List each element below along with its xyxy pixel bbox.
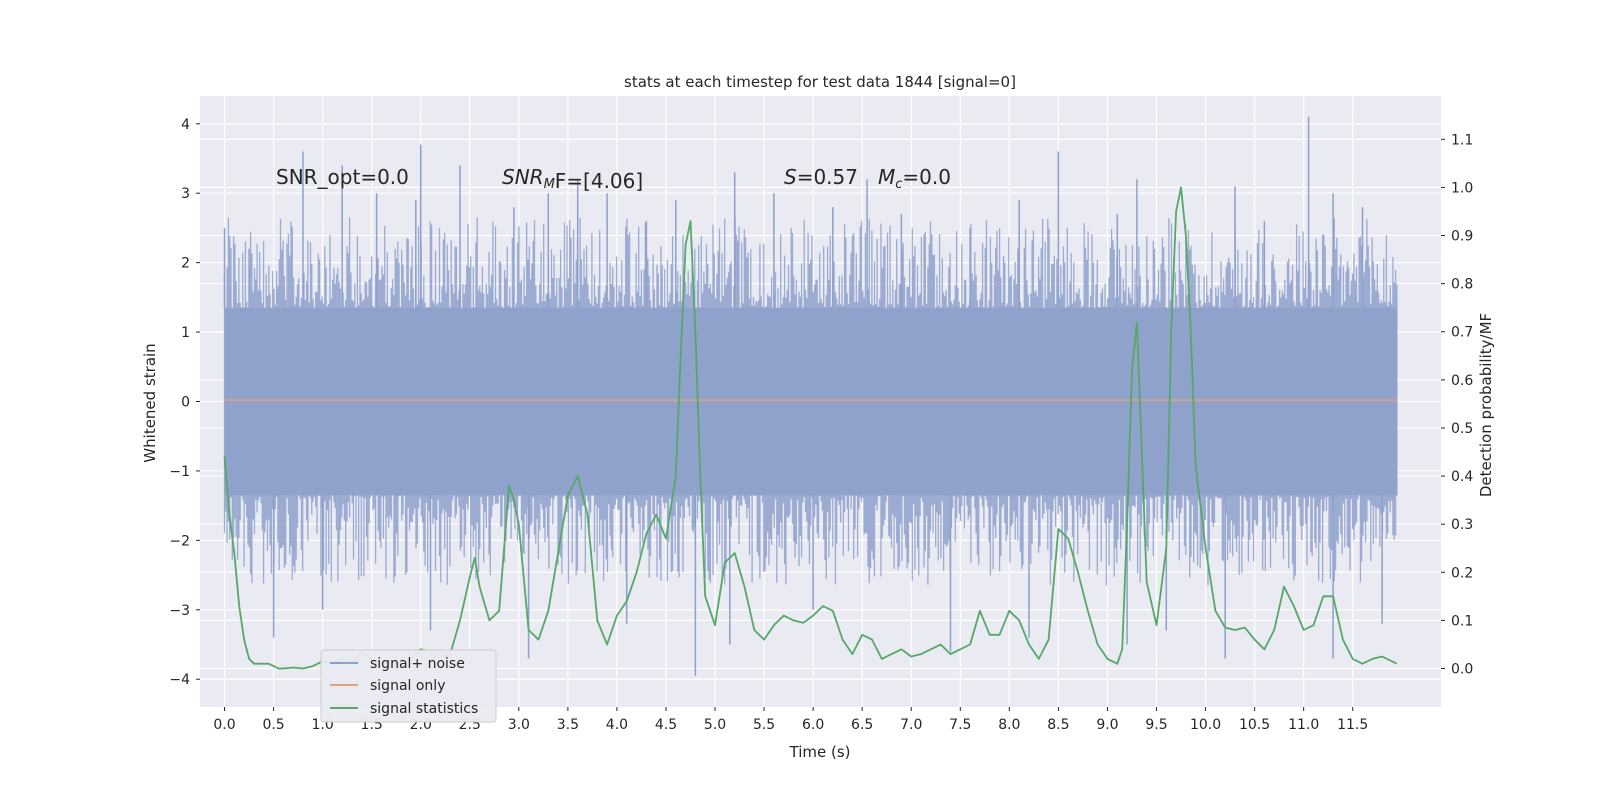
x-tick-label: 8.0 <box>998 717 1020 733</box>
x-tick-label: 5.5 <box>753 717 775 733</box>
x-tick-label: 9.5 <box>1145 717 1167 733</box>
noise-spikes <box>223 217 1398 586</box>
y2-tick-label: 0.5 <box>1451 421 1473 437</box>
y2-tick-label: 1.1 <box>1451 132 1473 148</box>
annotation-mc: Mc=0.0 <box>878 165 951 192</box>
annotation-mc-value: =0.0 <box>902 165 951 189</box>
y2-tick-label: 1.0 <box>1451 180 1473 196</box>
annotation-snr-mf-main: SNR <box>502 165 544 189</box>
y2-tick-label: 0.8 <box>1451 277 1473 293</box>
annotation-s-value: =0.57 <box>797 165 858 189</box>
y-tick-label: 0 <box>181 395 190 411</box>
annotation-mc-label: M <box>878 165 895 189</box>
legend-label-signal: signal only <box>370 678 445 694</box>
x-tick-label: 0.5 <box>262 717 284 733</box>
chart-title: stats at each timestep for test data 184… <box>624 73 1016 91</box>
annotation-s-label: S <box>784 165 797 189</box>
annotation-s: S=0.57 <box>784 165 858 189</box>
x-tick-label: 0.0 <box>213 717 235 733</box>
x-tick-label: 7.0 <box>900 717 922 733</box>
annotation-snr-opt: SNR_opt=0.0 <box>276 165 409 189</box>
y-tick-label: −4 <box>169 672 190 688</box>
noise-extreme-spikes <box>223 116 1383 676</box>
x-axis-label: Time (s) <box>789 743 851 761</box>
annotation-snr-mf-rest: F=[4.06] <box>555 169 643 193</box>
x-tick-label: 9.0 <box>1096 717 1118 733</box>
annotation-mc-sub: c <box>895 177 902 192</box>
x-tick-label: 3.5 <box>557 717 579 733</box>
x-tick-label: 5.0 <box>704 717 726 733</box>
x-tick-label: 6.0 <box>802 717 824 733</box>
x-tick-label: 10.0 <box>1190 717 1221 733</box>
legend-label-stats: signal statistics <box>370 701 478 717</box>
x-tick-label: 6.5 <box>851 717 873 733</box>
y-tick-label: 4 <box>181 117 190 133</box>
y-tick-label: 3 <box>181 186 190 202</box>
y-tick-label: 2 <box>181 256 190 272</box>
y2-axis-label: Detection probability/MF <box>1477 313 1495 497</box>
y-tick-label: −3 <box>169 603 190 619</box>
x-tick-label: 3.0 <box>508 717 530 733</box>
y2-tick-label: 0.7 <box>1451 325 1473 341</box>
y2-tick-label: 0.3 <box>1451 517 1473 533</box>
x-tick-label: 8.5 <box>1047 717 1069 733</box>
x-tick-label: 7.5 <box>949 717 971 733</box>
y-tick-label: −1 <box>169 464 190 480</box>
x-tick-label: 11.5 <box>1337 717 1368 733</box>
x-tick-label: 11.0 <box>1288 717 1319 733</box>
legend-label-noise: signal+ noise <box>370 656 465 672</box>
x-tick-label: 4.0 <box>606 717 628 733</box>
y2-tick-label: 0.0 <box>1451 662 1473 678</box>
legend-box <box>320 649 497 723</box>
y2-tick-label: 0.2 <box>1451 565 1473 581</box>
y2-tick-label: 0.1 <box>1451 613 1473 629</box>
legend: signal+ noise signal only signal statist… <box>320 649 497 723</box>
signal-noise-series <box>223 116 1398 676</box>
annotation-snr-mf-sub: M <box>544 177 555 192</box>
y-tick-label: 1 <box>181 325 190 341</box>
y2-tick-label: 0.9 <box>1451 229 1473 245</box>
y-tick-label: −2 <box>169 533 190 549</box>
y2-tick-label: 0.6 <box>1451 373 1473 389</box>
x-tick-label: 4.5 <box>655 717 677 733</box>
y2-tick-label: 0.4 <box>1451 469 1473 485</box>
y-axis-label: Whitened strain <box>141 343 159 462</box>
x-tick-label: 10.5 <box>1239 717 1270 733</box>
annotation-snr-mf: SNRMF=[4.06] <box>502 165 643 193</box>
